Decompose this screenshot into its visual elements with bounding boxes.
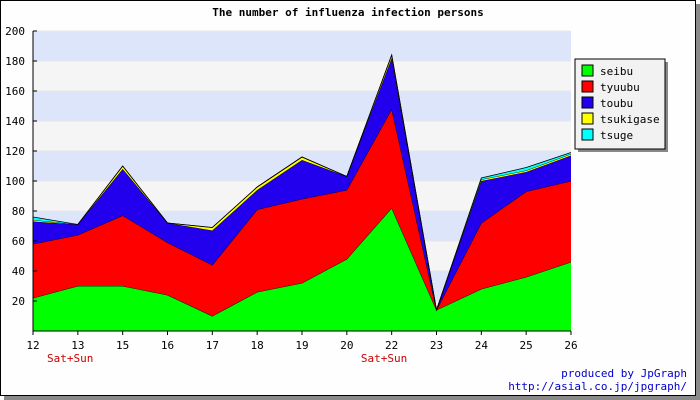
x-tick-label: 25 [520, 339, 533, 352]
x-tick-label: 26 [564, 339, 577, 352]
legend-swatch-tsuge [581, 128, 594, 141]
credit-line-1: produced by JpGraph [561, 367, 687, 380]
y-tick-label: 40 [12, 265, 25, 278]
legend-label-tsukigase: tsukigase [600, 113, 660, 126]
x-tick-label: 20 [340, 339, 353, 352]
credit-line-2[interactable]: http://asial.co.jp/jpgraph/ [508, 380, 687, 393]
series-area-toubu [33, 58, 571, 310]
legend-swatch-tsukigase [581, 112, 594, 125]
series-area-seibu [33, 208, 571, 331]
legend-swatch-toubu [581, 96, 594, 109]
y-tick-label: 80 [12, 205, 25, 218]
grid-band [33, 121, 571, 151]
x-tick-label: 23 [430, 339, 443, 352]
grid-band [33, 31, 571, 61]
y-tick-label: 200 [5, 25, 25, 38]
y-tick-label: 140 [5, 115, 25, 128]
series-area-tyuubu [33, 109, 571, 316]
x-tick-label: 18 [251, 339, 264, 352]
x-note-label: Sat+Sun [361, 352, 407, 365]
x-tick-label: 22 [385, 339, 398, 352]
series-edge-tsuge [32, 53, 572, 311]
legend-swatch-tyuubu [581, 80, 594, 93]
legend-label-tsuge: tsuge [600, 129, 633, 142]
grid-band [33, 91, 571, 121]
legend-label-tyuubu: tyuubu [600, 81, 640, 94]
x-tick-label: 12 [26, 339, 39, 352]
y-tick-label: 20 [12, 295, 25, 308]
x-tick-label: 13 [71, 339, 84, 352]
y-tick-label: 180 [5, 55, 25, 68]
x-tick-label: 19 [295, 339, 308, 352]
legend-swatch-seibu [581, 64, 594, 77]
y-tick-label: 60 [12, 235, 25, 248]
y-tick-label: 120 [5, 145, 25, 158]
chart-title: The number of influenza infection person… [212, 6, 484, 19]
x-tick-label: 16 [161, 339, 174, 352]
x-tick-label: 17 [206, 339, 219, 352]
influenza-area-chart: The number of influenza infection person… [5, 6, 668, 365]
y-tick-label: 100 [5, 175, 25, 188]
x-tick-label: 15 [116, 339, 129, 352]
legend-label-toubu: toubu [600, 97, 633, 110]
legend-label-seibu: seibu [600, 65, 633, 78]
y-tick-label: 160 [5, 85, 25, 98]
x-tick-label: 24 [475, 339, 489, 352]
x-note-label: Sat+Sun [47, 352, 93, 365]
grid-band [33, 61, 571, 91]
